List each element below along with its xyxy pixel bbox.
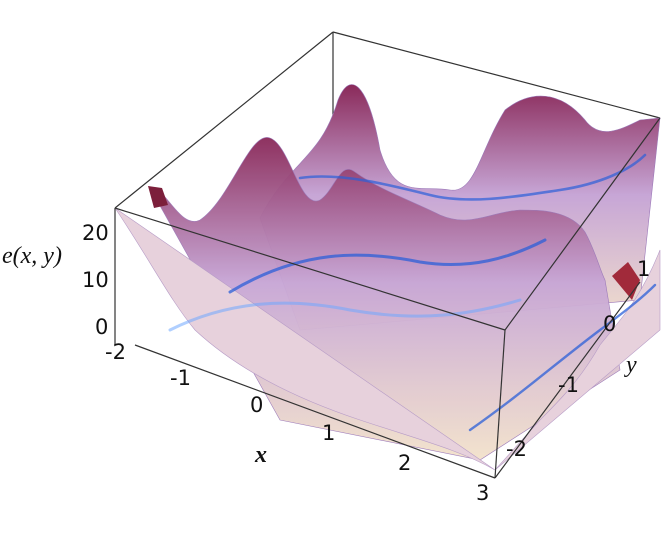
tick-labels: 20 10 0 -2 -1 0 1 2 3 -2 -1 0 1 (82, 221, 650, 505)
y-tick-label: 1 (637, 257, 650, 281)
x-tick-label: 3 (476, 481, 489, 505)
y-tick-label: 0 (603, 312, 616, 336)
x-tick-label: -2 (105, 340, 126, 364)
z-axis-label: e(x, y) (2, 243, 62, 269)
x-tick-label: -1 (170, 366, 191, 390)
y-axis-label: y (624, 352, 637, 378)
x-tick-label: 2 (398, 451, 411, 475)
peak-clip-left (148, 186, 168, 208)
x-tick-label: 1 (322, 421, 335, 445)
x-tick-label: 0 (250, 393, 263, 417)
valley-lines (168, 153, 657, 432)
y-tick-label: -1 (558, 373, 579, 397)
y-tick-label: -2 (506, 437, 527, 461)
x-axis-label: x (254, 442, 267, 468)
z-tick-label: 20 (82, 221, 109, 245)
box-front-edges (114, 117, 661, 479)
surface (114, 84, 661, 471)
axis-labels: e(x, y) x y (2, 243, 637, 468)
surface-floor (114, 207, 661, 471)
z-tick-label: 0 (95, 315, 108, 339)
z-tick-label: 10 (82, 268, 109, 292)
